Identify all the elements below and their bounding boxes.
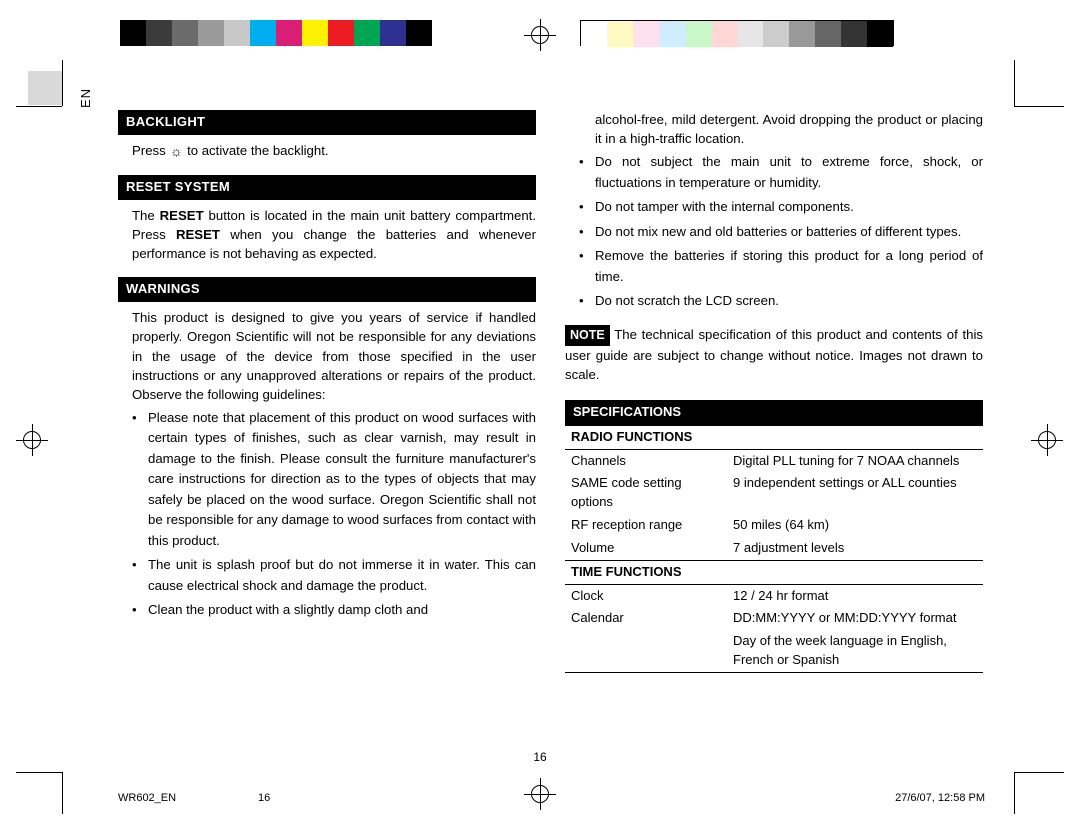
spec-subheading-radio: RADIO FUNCTIONS	[565, 425, 983, 449]
spec-key: SAME code setting options	[565, 472, 727, 514]
backlight-text: Press ☼ to activate the backlight.	[118, 141, 536, 161]
note-paragraph: NOTE The technical specification of this…	[565, 325, 983, 383]
crop-mark	[16, 772, 62, 773]
color-swatch	[841, 21, 867, 47]
color-swatch	[172, 20, 198, 46]
bullet-item: Please note that placement of this produ…	[132, 408, 536, 551]
registration-mark-icon	[32, 424, 33, 456]
color-swatch	[763, 21, 789, 47]
crop-mark	[16, 106, 62, 107]
text-bold: RESET	[160, 208, 204, 223]
text: Press	[132, 143, 166, 158]
column-left: BACKLIGHT Press ☼ to activate the backli…	[118, 110, 536, 624]
spec-value: 9 independent settings or ALL counties	[727, 472, 983, 514]
spec-value: 50 miles (64 km)	[727, 514, 983, 537]
color-swatch	[146, 20, 172, 46]
color-swatch	[198, 20, 224, 46]
bullet-item: The unit is splash proof but do not imme…	[132, 555, 536, 596]
warnings-continuation: alcohol-free, mild detergent. Avoid drop…	[565, 110, 983, 148]
color-swatch	[659, 21, 685, 47]
color-swatch	[737, 21, 763, 47]
footer-date: 27/6/07, 12:58 PM	[895, 792, 985, 804]
backlight-icon: ☼	[169, 141, 183, 161]
color-swatch	[789, 21, 815, 47]
spec-key	[565, 630, 727, 672]
warnings-bullets-right: Do not subject the main unit to extreme …	[565, 152, 983, 311]
note-text: The technical specification of this prod…	[565, 327, 983, 381]
text: The	[132, 208, 160, 223]
bullet-item: Remove the batteries if storing this pro…	[579, 246, 983, 287]
spec-value: 12 / 24 hr format	[727, 584, 983, 607]
color-swatch	[224, 20, 250, 46]
registration-mark-icon	[1047, 424, 1048, 456]
manual-page: EN BACKLIGHT Press ☼ to activate the bac…	[0, 0, 1080, 825]
table-row: Clock12 / 24 hr format	[565, 584, 983, 607]
spec-key: RF reception range	[565, 514, 727, 537]
color-swatch	[607, 21, 633, 47]
bullet-item: Do not tamper with the internal componen…	[579, 197, 983, 217]
color-swatch	[633, 21, 659, 47]
spec-value: Day of the week language in English, Fre…	[727, 630, 983, 672]
crop-mark	[62, 772, 63, 814]
color-swatch	[302, 20, 328, 46]
color-swatch	[685, 21, 711, 47]
color-swatch	[406, 20, 432, 46]
spec-value: Digital PLL tuning for 7 NOAA channels	[727, 449, 983, 472]
bullet-item: Clean the product with a slightly damp c…	[132, 600, 536, 620]
color-swatch	[328, 20, 354, 46]
printer-colorbar-right	[580, 20, 894, 46]
color-swatch	[581, 21, 607, 47]
crop-mark	[1014, 106, 1064, 107]
text-bold: RESET	[176, 227, 220, 242]
column-right: alcohol-free, mild detergent. Avoid drop…	[565, 110, 983, 673]
warnings-intro: This product is designed to give you yea…	[118, 308, 536, 404]
footer-doc: WR602_EN	[118, 792, 176, 804]
color-swatch	[711, 21, 737, 47]
text: to activate the backlight.	[187, 143, 328, 158]
color-swatch	[380, 20, 406, 46]
reset-text: The RESET button is located in the main …	[118, 206, 536, 263]
section-heading-specs: SPECIFICATIONS	[565, 400, 983, 425]
color-swatch	[354, 20, 380, 46]
grey-square	[28, 71, 62, 105]
crop-mark	[1014, 772, 1064, 773]
crop-mark	[62, 60, 63, 106]
specifications-table: RADIO FUNCTIONS ChannelsDigital PLL tuni…	[565, 425, 983, 673]
table-row: Day of the week language in English, Fre…	[565, 630, 983, 672]
language-label: EN	[78, 88, 93, 108]
bullet-item: Do not scratch the LCD screen.	[579, 291, 983, 311]
bullet-item: Do not mix new and old batteries or batt…	[579, 222, 983, 242]
section-heading-reset: RESET SYSTEM	[118, 175, 536, 200]
table-row: ChannelsDigital PLL tuning for 7 NOAA ch…	[565, 449, 983, 472]
spec-key: Clock	[565, 584, 727, 607]
color-swatch	[120, 20, 146, 46]
table-row: RF reception range50 miles (64 km)	[565, 514, 983, 537]
printer-colorbar-left	[120, 20, 432, 46]
spec-subheading-time: TIME FUNCTIONS	[565, 560, 983, 584]
note-label: NOTE	[565, 325, 610, 345]
spec-value: DD:MM:YYYY or MM:DD:YYYY format	[727, 607, 983, 630]
color-swatch	[867, 21, 893, 47]
color-swatch	[276, 20, 302, 46]
spec-key: Volume	[565, 537, 727, 560]
spec-key: Channels	[565, 449, 727, 472]
table-row: CalendarDD:MM:YYYY or MM:DD:YYYY format	[565, 607, 983, 630]
registration-mark-icon	[540, 19, 541, 51]
spec-value: 7 adjustment levels	[727, 537, 983, 560]
color-swatch	[250, 20, 276, 46]
table-row: Volume7 adjustment levels	[565, 537, 983, 560]
warnings-bullets-left: Please note that placement of this produ…	[118, 408, 536, 621]
page-number: 16	[0, 750, 1080, 764]
color-swatch	[815, 21, 841, 47]
crop-mark	[1014, 60, 1015, 106]
spec-key: Calendar	[565, 607, 727, 630]
bullet-item: Do not subject the main unit to extreme …	[579, 152, 983, 193]
footer: WR602_EN 16 27/6/07, 12:58 PM	[118, 792, 985, 804]
section-heading-warnings: WARNINGS	[118, 277, 536, 302]
footer-page: 16	[258, 792, 270, 804]
table-row: SAME code setting options9 independent s…	[565, 472, 983, 514]
crop-mark	[1014, 772, 1015, 814]
section-heading-backlight: BACKLIGHT	[118, 110, 536, 135]
